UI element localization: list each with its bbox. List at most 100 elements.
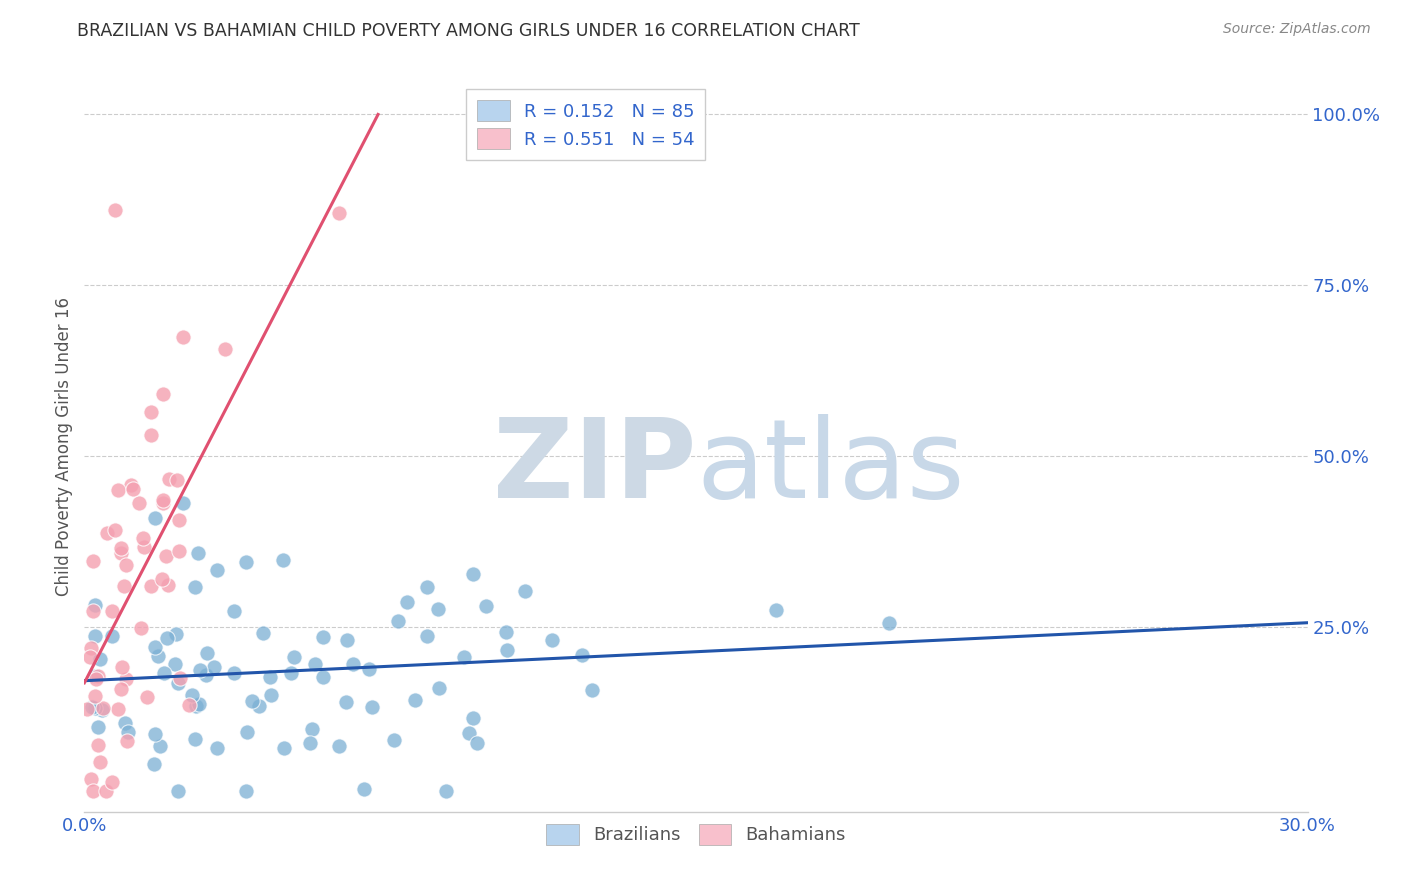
- Point: [177, 698, 200, 713]
- Point: [495, 643, 517, 657]
- Point: [169, 513, 191, 527]
- Point: [172, 496, 194, 510]
- Point: [404, 692, 426, 706]
- Point: [194, 668, 217, 682]
- Point: [110, 541, 132, 556]
- Point: [110, 546, 132, 560]
- Y-axis label: Child Poverty Among Girls Under 16: Child Poverty Among Girls Under 16: [55, 296, 73, 596]
- Point: [260, 688, 283, 702]
- Point: [495, 624, 517, 639]
- Point: [96, 526, 118, 541]
- Point: [427, 601, 450, 615]
- Point: [166, 784, 188, 798]
- Point: [100, 604, 122, 618]
- Point: [84, 599, 107, 613]
- Point: [82, 699, 104, 714]
- Point: [382, 732, 405, 747]
- Point: [84, 669, 107, 683]
- Point: [252, 626, 274, 640]
- Point: [187, 546, 209, 560]
- Point: [152, 496, 174, 510]
- Point: [299, 736, 322, 750]
- Point: [387, 614, 409, 628]
- Point: [280, 666, 302, 681]
- Text: Source: ZipAtlas.com: Source: ZipAtlas.com: [1223, 22, 1371, 37]
- Point: [235, 555, 257, 569]
- Point: [172, 330, 194, 344]
- Point: [94, 784, 117, 798]
- Point: [120, 477, 142, 491]
- Point: [143, 756, 166, 771]
- Point: [184, 731, 207, 746]
- Point: [360, 699, 382, 714]
- Legend: Brazilians, Bahamians: Brazilians, Bahamians: [537, 815, 855, 854]
- Point: [101, 629, 124, 643]
- Point: [149, 739, 172, 754]
- Point: [335, 695, 357, 709]
- Point: [132, 531, 155, 545]
- Point: [541, 632, 564, 647]
- Point: [396, 595, 419, 609]
- Text: atlas: atlas: [696, 415, 965, 522]
- Point: [157, 472, 180, 486]
- Point: [82, 554, 104, 568]
- Point: [141, 427, 163, 442]
- Point: [132, 540, 155, 554]
- Point: [205, 741, 228, 756]
- Point: [136, 690, 159, 704]
- Point: [104, 203, 127, 218]
- Point: [110, 682, 132, 697]
- Point: [342, 657, 364, 671]
- Point: [458, 725, 481, 739]
- Point: [188, 663, 211, 677]
- Point: [312, 630, 335, 644]
- Point: [87, 738, 110, 752]
- Point: [461, 566, 484, 581]
- Point: [301, 722, 323, 736]
- Point: [103, 523, 125, 537]
- Point: [89, 652, 111, 666]
- Point: [765, 603, 787, 617]
- Point: [271, 552, 294, 566]
- Point: [188, 697, 211, 711]
- Point: [180, 688, 202, 702]
- Text: BRAZILIAN VS BAHAMIAN CHILD POVERTY AMONG GIRLS UNDER 16 CORRELATION CHART: BRAZILIAN VS BAHAMIAN CHILD POVERTY AMON…: [77, 22, 860, 40]
- Point: [357, 662, 380, 676]
- Point: [117, 724, 139, 739]
- Point: [87, 669, 110, 683]
- Point: [76, 702, 98, 716]
- Point: [465, 736, 488, 750]
- Point: [117, 734, 139, 748]
- Point: [143, 727, 166, 741]
- Point: [156, 631, 179, 645]
- Point: [240, 694, 263, 708]
- Point: [100, 774, 122, 789]
- Point: [195, 646, 218, 660]
- Point: [169, 672, 191, 686]
- Point: [463, 711, 485, 725]
- Point: [475, 599, 498, 614]
- Point: [328, 739, 350, 753]
- Point: [259, 669, 281, 683]
- Point: [83, 629, 105, 643]
- Point: [434, 784, 457, 798]
- Point: [79, 649, 101, 664]
- Text: ZIP: ZIP: [492, 415, 696, 522]
- Point: [202, 660, 225, 674]
- Point: [416, 629, 439, 643]
- Point: [112, 579, 135, 593]
- Point: [311, 670, 333, 684]
- Point: [336, 632, 359, 647]
- Point: [184, 699, 207, 714]
- Point: [114, 716, 136, 731]
- Point: [222, 665, 245, 680]
- Point: [82, 784, 104, 798]
- Point: [167, 544, 190, 558]
- Point: [236, 725, 259, 739]
- Point: [139, 579, 162, 593]
- Point: [115, 558, 138, 572]
- Point: [89, 755, 111, 769]
- Point: [131, 621, 153, 635]
- Point: [107, 701, 129, 715]
- Point: [128, 496, 150, 510]
